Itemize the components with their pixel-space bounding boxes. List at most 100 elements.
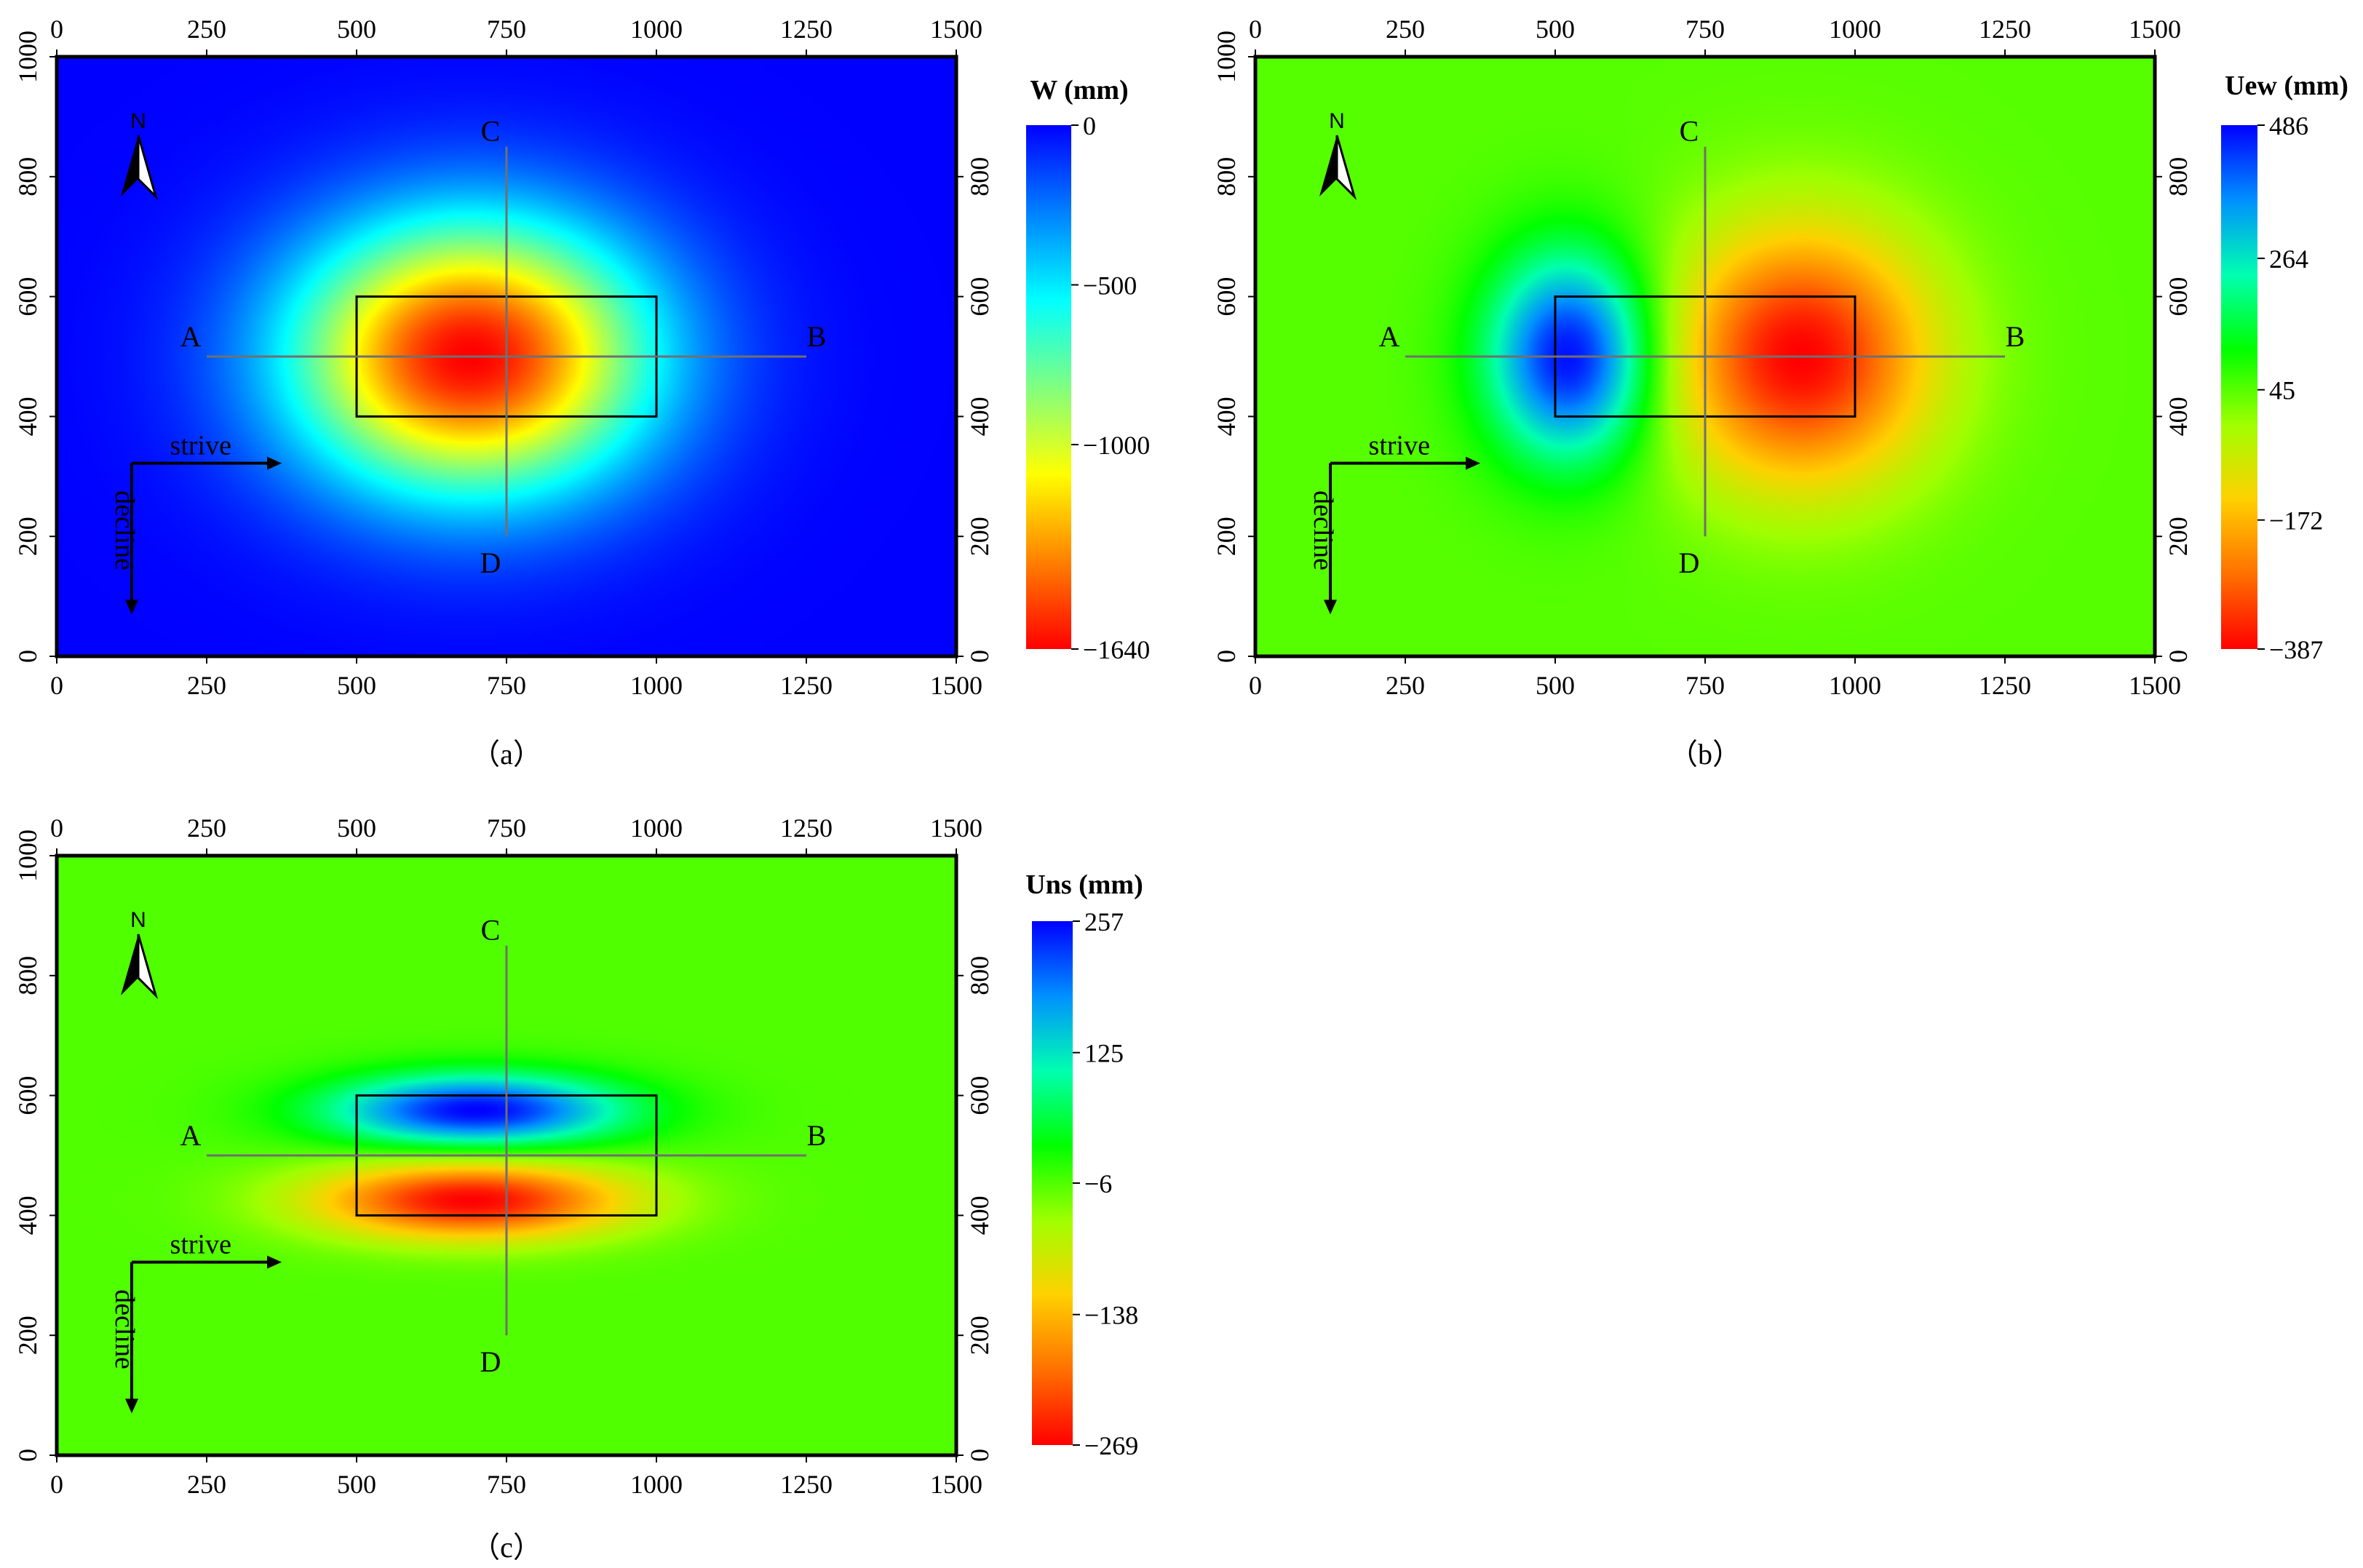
x-tick-label-bottom: 500 — [1536, 671, 1575, 700]
y-tick-label-right: 0 — [965, 650, 994, 663]
decline-arrowhead-icon — [125, 1398, 138, 1414]
north-arrow-icon — [121, 934, 138, 995]
colorbar-title: W (mm) — [1030, 75, 1128, 106]
x-tick-label-top: 1500 — [930, 813, 982, 843]
x-tick-label-top: 1000 — [630, 15, 683, 44]
y-tick-label-left: 0 — [1212, 650, 1241, 663]
decline-arrowhead-icon — [125, 600, 138, 615]
label-a: A — [180, 1119, 202, 1152]
label-a: A — [180, 320, 202, 353]
y-tick-label-right: 200 — [2164, 517, 2193, 556]
x-tick-label-bottom: 1000 — [630, 671, 683, 700]
y-tick-label-right: 400 — [2164, 397, 2193, 436]
y-tick-label-left: 800 — [13, 157, 42, 196]
x-tick-label-bottom: 1250 — [780, 1470, 833, 1499]
label-c: C — [481, 914, 501, 947]
strive-arrowhead-icon — [1466, 456, 1480, 470]
panel-caption: （c） — [471, 1531, 542, 1564]
y-tick-label-left: 1000 — [13, 829, 42, 882]
colorbar-tick-label: 45 — [2269, 376, 2295, 405]
x-tick-label-bottom: 0 — [50, 671, 63, 700]
colorbar — [2221, 125, 2257, 649]
panel-c: 0025025050050075075010001000125012501500… — [13, 813, 1143, 1564]
label-a: A — [1379, 320, 1400, 353]
y-tick-label-left: 200 — [1212, 517, 1241, 556]
x-tick-label-bottom: 500 — [337, 671, 376, 700]
colorbar-tick-label: 264 — [2269, 244, 2308, 274]
y-tick-label-right: 0 — [2164, 650, 2193, 663]
x-tick-label-bottom: 1500 — [930, 671, 982, 700]
y-tick-label-right: 800 — [965, 157, 994, 196]
x-tick-label-bottom: 1000 — [630, 1470, 683, 1499]
y-tick-label-right: 200 — [965, 1316, 994, 1355]
y-tick-label-right: 200 — [965, 517, 994, 556]
colorbar-tick-label: −1640 — [1083, 635, 1150, 664]
strive-label: strive — [170, 1230, 231, 1260]
y-tick-label-right: 600 — [2164, 277, 2193, 317]
colorbar-tick-label: 125 — [1084, 1039, 1124, 1068]
label-d: D — [1679, 546, 1700, 579]
x-tick-label-top: 250 — [187, 15, 226, 44]
x-tick-label-bottom: 750 — [487, 671, 526, 700]
y-tick-label-right: 400 — [965, 1195, 994, 1235]
north-arrow-icon-half — [1335, 135, 1357, 201]
colorbar-title: Uns (mm) — [1025, 869, 1143, 900]
label-c: C — [1680, 115, 1699, 148]
y-tick-label-left: 0 — [13, 650, 42, 663]
x-tick-label-bottom: 250 — [1386, 671, 1425, 700]
north-arrow-icon — [1319, 135, 1337, 196]
x-tick-label-bottom: 1500 — [930, 1470, 982, 1499]
y-tick-label-left: 200 — [13, 1316, 42, 1355]
y-tick-label-left: 800 — [13, 956, 42, 995]
panel-caption: （b） — [1669, 738, 1742, 771]
colorbar — [1026, 125, 1071, 649]
colorbar — [1032, 921, 1073, 1445]
strive-arrowhead-icon — [267, 1255, 282, 1269]
panel-caption: （a） — [471, 738, 542, 771]
decline-label: decline — [109, 490, 140, 570]
colorbar-tick-label: −172 — [2269, 506, 2323, 536]
strive-label: strive — [170, 431, 231, 461]
y-tick-label-right: 800 — [965, 956, 994, 995]
x-tick-label-bottom: 750 — [1685, 671, 1725, 700]
y-tick-label-left: 1000 — [13, 31, 42, 83]
decline-arrowhead-icon — [1324, 600, 1337, 615]
y-tick-label-right: 600 — [965, 1076, 994, 1115]
x-tick-label-top: 750 — [487, 813, 526, 843]
y-tick-label-left: 800 — [1212, 157, 1241, 196]
x-tick-label-top: 0 — [50, 813, 63, 843]
x-tick-label-top: 250 — [187, 813, 226, 843]
x-tick-label-top: 1250 — [780, 813, 833, 843]
label-b: B — [807, 320, 827, 353]
colorbar-tick-label: −500 — [1083, 271, 1137, 301]
x-tick-label-top: 1250 — [1979, 15, 2031, 44]
colorbar-tick-label: 486 — [2269, 111, 2308, 140]
x-tick-label-top: 1000 — [630, 813, 683, 843]
north-label: N — [130, 109, 146, 133]
y-tick-label-right: 0 — [965, 1449, 994, 1462]
y-tick-label-left: 0 — [13, 1449, 42, 1462]
y-tick-label-left: 600 — [1212, 277, 1241, 317]
colorbar-tick-label: −6 — [1084, 1169, 1112, 1198]
label-b: B — [2006, 320, 2025, 353]
colorbar-title: Uew (mm) — [2225, 71, 2348, 101]
x-tick-label-bottom: 0 — [1249, 671, 1262, 700]
y-tick-label-right: 400 — [965, 397, 994, 436]
x-tick-label-top: 1000 — [1829, 15, 1881, 44]
x-tick-label-bottom: 250 — [187, 1470, 226, 1499]
x-tick-label-bottom: 1250 — [780, 671, 833, 700]
y-tick-label-left: 1000 — [1212, 31, 1241, 83]
panel-b: 0025025050050075075010001000125012501500… — [1212, 15, 2348, 771]
x-tick-label-bottom: 1500 — [2129, 671, 2181, 700]
decline-label: decline — [1308, 490, 1338, 570]
x-tick-label-top: 1500 — [2129, 15, 2181, 44]
y-tick-label-left: 400 — [13, 397, 42, 436]
x-tick-label-bottom: 1250 — [1979, 671, 2031, 700]
y-tick-label-left: 400 — [13, 1195, 42, 1235]
north-arrow-icon — [121, 135, 138, 196]
colorbar-tick-label: 257 — [1084, 907, 1124, 936]
colorbar-tick-label: −387 — [2269, 635, 2323, 664]
label-b: B — [807, 1119, 827, 1152]
x-tick-label-top: 500 — [337, 813, 376, 843]
